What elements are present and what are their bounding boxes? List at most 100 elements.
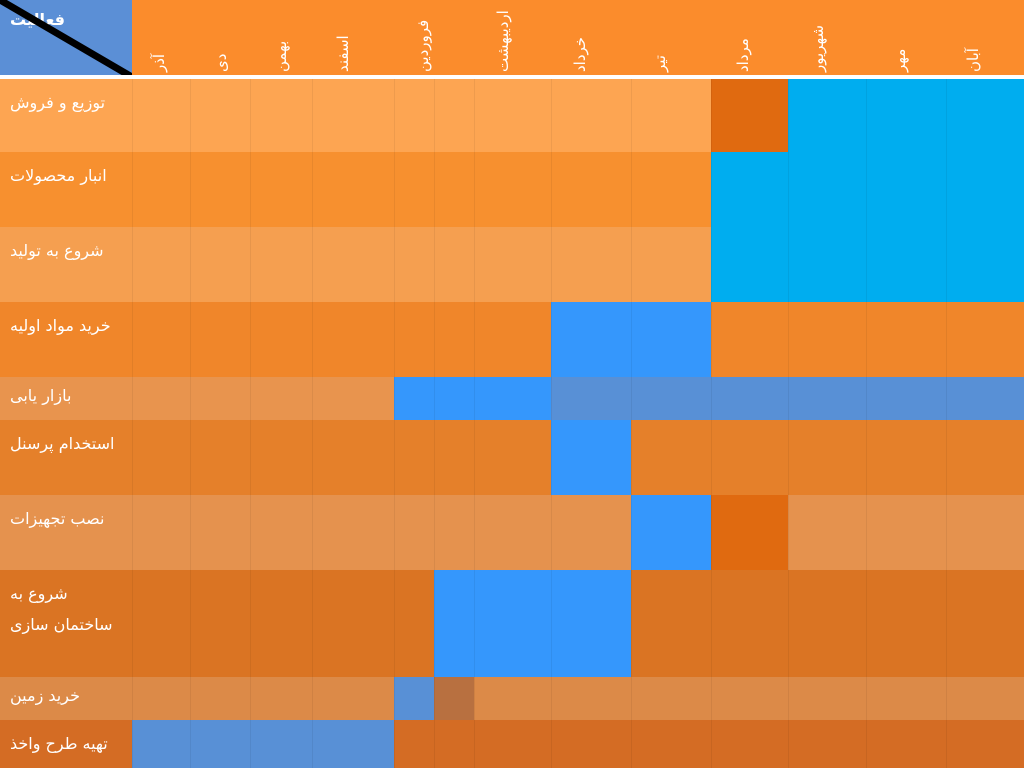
header-rule — [0, 75, 1024, 79]
cell — [631, 570, 711, 677]
cell — [190, 79, 250, 152]
cell — [631, 720, 711, 768]
month-label: بهمن — [272, 40, 290, 72]
activity-cell: شروع به تولید — [0, 227, 132, 302]
activity-cell: انبار محصولات — [0, 152, 132, 227]
cell — [132, 152, 190, 227]
cell — [631, 677, 711, 720]
activity-cell: خرید زمین — [0, 677, 132, 720]
cell — [866, 420, 946, 495]
month-label: دی — [212, 53, 230, 72]
cell — [866, 677, 946, 720]
cell — [551, 377, 631, 420]
cell — [788, 570, 866, 677]
cell — [788, 495, 866, 570]
activity-cell: استخدام پرسنل — [0, 420, 132, 495]
cell — [190, 152, 250, 227]
cell — [711, 79, 788, 152]
activity-cell: خرید مواد اولیه — [0, 302, 132, 377]
cell — [631, 79, 711, 152]
cell — [394, 227, 434, 302]
cell — [631, 377, 711, 420]
cell — [394, 420, 434, 495]
month-label: فروردین — [414, 19, 432, 72]
cell — [312, 720, 394, 768]
cell — [434, 152, 474, 227]
cell — [866, 720, 946, 768]
cell — [474, 720, 551, 768]
cell — [631, 302, 711, 377]
cell — [312, 677, 394, 720]
cell — [631, 420, 711, 495]
cell — [788, 79, 866, 152]
cell — [551, 79, 631, 152]
cell — [631, 152, 711, 227]
cell — [946, 420, 1024, 495]
cell — [788, 377, 866, 420]
cell — [190, 302, 250, 377]
cell — [250, 570, 312, 677]
cell — [250, 420, 312, 495]
month-label: آبان — [964, 48, 982, 72]
cell — [551, 152, 631, 227]
cell — [711, 227, 788, 302]
cell — [474, 377, 551, 420]
month-label: آذر — [150, 53, 168, 72]
cell — [250, 152, 312, 227]
cell — [312, 377, 394, 420]
cell — [250, 677, 312, 720]
cell — [132, 420, 190, 495]
cell — [250, 227, 312, 302]
cell — [434, 677, 474, 720]
cell — [434, 377, 474, 420]
cell — [711, 420, 788, 495]
cell — [866, 79, 946, 152]
cell — [474, 152, 551, 227]
cell — [394, 720, 434, 768]
cell — [551, 720, 631, 768]
cell — [866, 302, 946, 377]
cell — [711, 570, 788, 677]
cell — [132, 495, 190, 570]
cell — [946, 570, 1024, 677]
cell — [394, 495, 434, 570]
cell — [132, 302, 190, 377]
cell — [474, 495, 551, 570]
cell — [946, 377, 1024, 420]
cell — [788, 152, 866, 227]
cell — [788, 227, 866, 302]
cell — [946, 79, 1024, 152]
cell — [434, 227, 474, 302]
cell — [946, 152, 1024, 227]
cell — [190, 227, 250, 302]
cell — [312, 420, 394, 495]
cell — [132, 377, 190, 420]
cell — [250, 79, 312, 152]
activity-cell: بازار یابی — [0, 377, 132, 420]
cell — [394, 302, 434, 377]
cell — [788, 677, 866, 720]
cell — [711, 152, 788, 227]
cell — [394, 377, 434, 420]
cell — [394, 677, 434, 720]
cell — [631, 227, 711, 302]
activity-cell: نصب تجهیزات — [0, 495, 132, 570]
cell — [250, 495, 312, 570]
cell — [434, 720, 474, 768]
diagonal — [0, 0, 132, 79]
cell — [434, 79, 474, 152]
cell — [946, 302, 1024, 377]
cell — [312, 495, 394, 570]
cell — [551, 227, 631, 302]
activity-cell: توزیع و فروش — [0, 79, 132, 152]
cell — [250, 377, 312, 420]
cell — [190, 677, 250, 720]
month-label: اسفند — [334, 35, 352, 72]
cell — [551, 495, 631, 570]
cell — [866, 227, 946, 302]
cell — [190, 720, 250, 768]
cell — [551, 302, 631, 377]
cell — [190, 570, 250, 677]
cell — [250, 720, 312, 768]
